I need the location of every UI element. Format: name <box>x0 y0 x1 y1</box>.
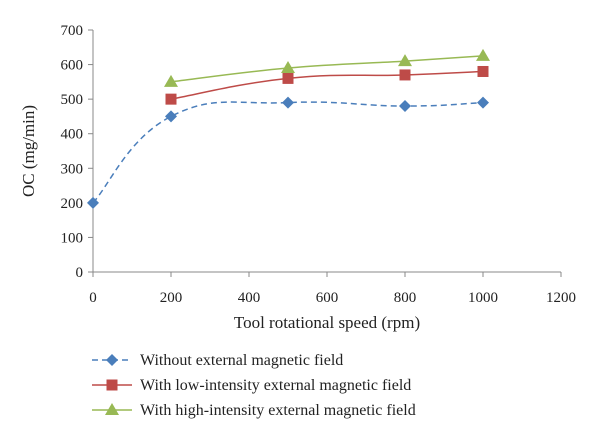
data-point-low-intensity <box>282 72 294 84</box>
x-axis-title: Tool rotational speed (rpm) <box>234 313 420 332</box>
series-line-without-field <box>92 101 484 204</box>
legend: Without external magnetic field With low-… <box>92 352 416 419</box>
legend-label-low-intensity: With low-intensity external magnetic fie… <box>140 377 411 394</box>
legend-marker-low-intensity <box>106 379 118 391</box>
data-point-without-field <box>87 196 99 209</box>
y-tick-label: 0 <box>76 265 84 281</box>
y-tick-label: 700 <box>61 23 84 39</box>
data-point-low-intensity <box>399 69 411 81</box>
tick-group: 0 100 200 300 400 500 600 700 0 200 400 600 800 1000 1… <box>61 23 577 306</box>
y-tick-label: 200 <box>61 196 84 212</box>
y-tick-label: 500 <box>61 92 84 108</box>
data-point-high-intensity <box>164 74 178 87</box>
data-point-without-field <box>165 110 177 123</box>
data-point-low-intensity <box>477 65 489 77</box>
data-point-high-intensity <box>281 61 295 74</box>
x-tick-label: 400 <box>238 290 261 306</box>
legend-label-high-intensity: With high-intensity external magnetic fi… <box>140 402 416 419</box>
y-tick-label: 300 <box>61 161 84 177</box>
data-point-without-field <box>399 100 411 113</box>
series-line-high-intensity <box>170 55 484 83</box>
y-tick-label: 600 <box>61 58 84 74</box>
x-tick-label: 800 <box>394 290 417 306</box>
x-tick-label: 600 <box>316 290 339 306</box>
series-lines <box>92 55 484 204</box>
x-tick-label: 0 <box>89 290 97 306</box>
legend-label-without-field: Without external magnetic field <box>140 352 343 369</box>
data-point-high-intensity <box>398 54 412 67</box>
legend-marker-without-field <box>106 354 118 366</box>
x-tick-label: 1200 <box>546 290 576 306</box>
data-point-without-field <box>282 96 294 109</box>
data-point-high-intensity <box>476 48 490 61</box>
x-tick-label: 200 <box>160 290 183 306</box>
y-tick-label: 100 <box>61 230 84 246</box>
y-axis-title: OC (mg/min) <box>19 105 38 197</box>
series-markers <box>87 48 490 209</box>
x-tick-label: 1000 <box>468 290 498 306</box>
data-point-low-intensity <box>165 93 177 105</box>
axes <box>92 30 561 273</box>
data-point-without-field <box>477 96 489 109</box>
series-line-low-intensity <box>170 70 484 100</box>
legend-marker-high-intensity <box>105 403 119 415</box>
y-tick-label: 400 <box>61 127 84 143</box>
